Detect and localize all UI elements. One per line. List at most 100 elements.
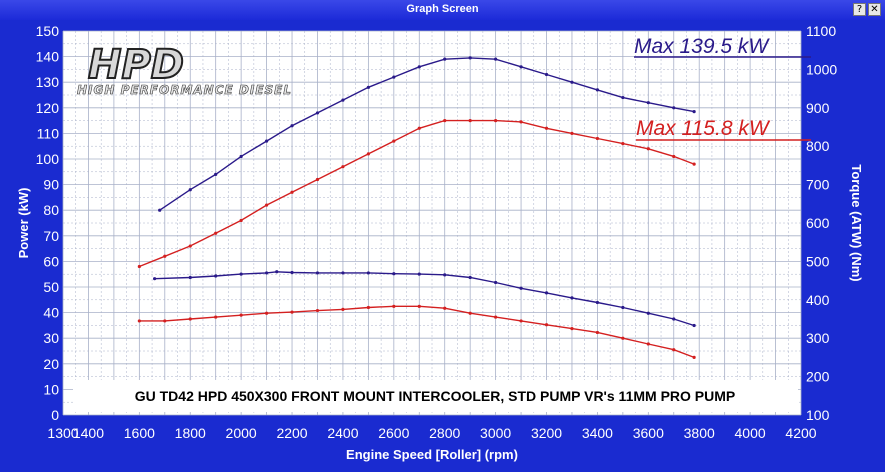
x-tick-label: 2800: [429, 425, 460, 441]
series-2-point: [315, 271, 320, 275]
y2-tick-label: 1100: [806, 23, 836, 39]
y-tick-label: 80: [43, 202, 59, 218]
y2-tick-label: 100: [806, 407, 830, 423]
y-tick-label: 60: [43, 253, 59, 269]
x-axis-label: Engine Speed [Roller] (rpm): [346, 447, 518, 462]
series-0-point: [468, 56, 472, 60]
series-1-point: [366, 152, 370, 156]
series-2-point: [692, 323, 696, 328]
series-0-point: [264, 139, 269, 143]
series-0-point: [392, 75, 396, 79]
y-tick-label: 30: [43, 330, 59, 346]
series-3-point: [417, 304, 421, 308]
series-0-point: [570, 80, 574, 84]
series-line-0: [159, 57, 695, 211]
series-3-point: [672, 348, 676, 352]
y2-axis-label: Torque (ATW) (Nm): [849, 164, 864, 281]
series-3-point: [315, 308, 320, 313]
series-2-point: [672, 317, 676, 321]
y-tick-label: 40: [43, 305, 59, 321]
x-tick-label: 4000: [735, 425, 766, 441]
series-0-point: [595, 88, 600, 92]
y-tick-label: 130: [36, 74, 60, 90]
series-2-point: [417, 272, 421, 276]
max-power-blue-label: Max 139.5 kW: [634, 35, 811, 58]
y-tick-label: 100: [36, 151, 60, 167]
series-1-point: [468, 119, 472, 123]
series-3-point: [494, 315, 498, 319]
note-text: GU TD42 HPD 450X300 FRONT MOUNT INTERCOO…: [135, 388, 736, 404]
y-tick-label: 120: [36, 100, 60, 116]
series-1-point: [692, 162, 696, 166]
x-tick-label: 1800: [175, 425, 206, 441]
x-tick-label: 1600: [124, 425, 155, 441]
series-3-point: [366, 305, 370, 310]
series-3-point: [214, 315, 218, 319]
series-2-point: [519, 286, 523, 290]
series-1-point: [392, 139, 396, 143]
series-0-point: [188, 188, 192, 192]
y2-tick-label: 800: [806, 138, 830, 154]
series-0-point: [519, 65, 523, 69]
series-2-point: [570, 296, 574, 300]
series-1-point: [290, 190, 294, 194]
series-2-point: [275, 270, 279, 274]
x-tick-label: 3800: [684, 425, 715, 441]
series-0-point: [692, 110, 696, 114]
series-2-point: [595, 300, 600, 305]
x-tick-label: 4200: [785, 425, 816, 441]
x-tick-label: 1300: [47, 425, 78, 441]
y2-tick-label: 1000: [806, 61, 837, 77]
help-button[interactable]: ?: [853, 3, 866, 16]
max-power-red-label: Max 115.8 kW: [636, 117, 811, 141]
series-0-point: [214, 172, 218, 176]
series-0-point: [544, 72, 549, 77]
series-1-point: [239, 218, 243, 223]
x-tick-label: 3000: [480, 425, 511, 441]
series-1-point: [214, 231, 218, 235]
series-3-point: [621, 336, 625, 340]
series-3-point: [646, 342, 650, 346]
series-2-point: [392, 272, 396, 276]
y2-tick-label: 700: [806, 177, 830, 193]
series-0-point: [621, 95, 625, 100]
note-box-bg: [73, 380, 798, 412]
series-1-point: [443, 119, 447, 123]
series-1-point: [341, 165, 345, 169]
y2-tick-label: 600: [806, 215, 830, 231]
logo: HPD HIGH PERFORMANCE DIESEL: [77, 41, 292, 97]
series-1-point: [621, 142, 625, 146]
logo-main: HPD: [88, 42, 184, 88]
series-group: [137, 56, 696, 359]
series-0-point: [341, 98, 345, 102]
x-tick-label: 2600: [378, 425, 409, 441]
series-2-point: [153, 277, 157, 281]
y-tick-label: 140: [36, 49, 60, 65]
series-0-point: [646, 101, 650, 105]
series-1-point: [315, 177, 320, 182]
x-tick-label: 2200: [276, 425, 307, 441]
max-label-red: Max 115.8 kW: [636, 117, 771, 140]
series-0-point: [239, 154, 243, 159]
x-tick-label: 3400: [582, 425, 613, 441]
y2-tick-label: 200: [806, 369, 830, 385]
series-3-point: [443, 306, 447, 310]
y2-tick-label: 300: [806, 330, 830, 346]
y-tick-labels: 0 10 20 30 40 50 60 70 80 90 100 110 120 130 140 150: [36, 23, 60, 423]
close-button[interactable]: ✕: [868, 3, 881, 16]
window-titlebar: Graph Screen ? ✕: [0, 0, 885, 20]
y2-tick-labels: 100 200 300 400 500 600 700 800 900 1000 1100: [806, 23, 837, 423]
series-1-point: [494, 119, 498, 123]
window-title: Graph Screen: [406, 3, 479, 15]
y-tick-label: 50: [43, 279, 59, 295]
series-2-point: [188, 275, 192, 280]
series-0-point: [443, 57, 447, 61]
series-3-point: [264, 311, 269, 315]
x-tick-label: 3600: [633, 425, 664, 441]
series-1-point: [163, 254, 167, 258]
y-tick-label: 10: [43, 381, 59, 397]
series-1-point: [137, 264, 141, 269]
y-tick-label: 110: [37, 125, 60, 141]
